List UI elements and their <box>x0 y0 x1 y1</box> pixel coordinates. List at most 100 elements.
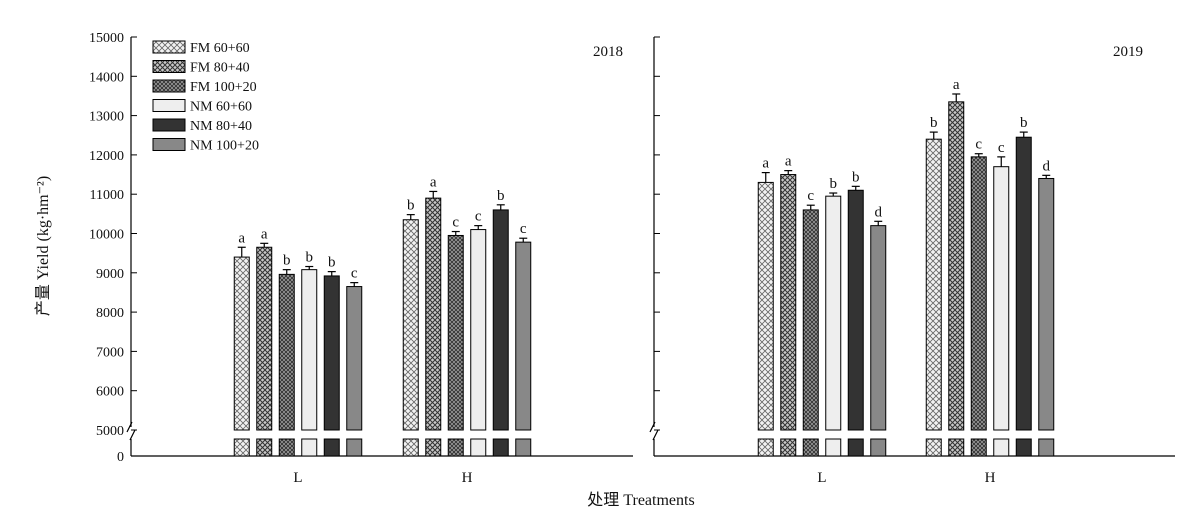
bar-base-segment <box>780 438 797 457</box>
category-label: H <box>462 470 473 486</box>
bar <box>233 256 250 431</box>
bar-base-segment <box>346 438 363 457</box>
y-tick-label: 12000 <box>89 149 124 164</box>
significance-letter: b <box>283 253 291 269</box>
bar <box>757 181 774 431</box>
x-axis-title: 处理 Treatments <box>587 491 694 509</box>
bar-base-segment <box>323 438 340 457</box>
legend-label: NM 80+40 <box>190 119 252 134</box>
bar-base-segment <box>948 438 965 457</box>
bar <box>1015 136 1032 431</box>
bar <box>948 101 965 431</box>
bar <box>278 273 295 431</box>
bar <box>925 138 942 431</box>
bar-base-segment <box>1015 438 1032 457</box>
bar <box>323 275 340 431</box>
bar <box>256 246 273 431</box>
legend-swatch <box>152 79 186 93</box>
bar-base-segment <box>470 438 487 457</box>
bar-base-segment <box>233 438 250 457</box>
y-tick-label: 8000 <box>96 306 124 321</box>
bar-base-segment <box>993 438 1010 457</box>
bar <box>492 209 509 431</box>
significance-letter: b <box>930 115 938 131</box>
bar-base-segment <box>301 438 318 457</box>
bar <box>1038 177 1055 431</box>
category-label: L <box>817 470 826 486</box>
significance-letter: c <box>998 140 1005 156</box>
significance-letter: a <box>430 174 437 190</box>
bar <box>870 225 887 431</box>
significance-letter: c <box>351 266 358 282</box>
y-tick-label: 6000 <box>96 385 124 400</box>
bar <box>847 189 864 431</box>
bar-base-segment <box>278 438 295 457</box>
significance-letter: a <box>785 154 792 170</box>
bar <box>346 286 363 431</box>
legend: FM 60+60 FM 80+40 FM 100+20 NM 60+60 NM 80+4… <box>152 40 259 154</box>
significance-letter: d <box>1043 158 1051 174</box>
bar <box>425 197 442 431</box>
y-tick-label: 14000 <box>89 70 124 85</box>
bar-base-segment <box>515 438 532 457</box>
significance-letter: a <box>261 226 268 242</box>
significance-letter: b <box>1020 115 1028 131</box>
legend-swatch <box>152 118 186 132</box>
significance-letter: d <box>875 204 883 220</box>
bar-base-segment <box>425 438 442 457</box>
bar <box>993 166 1010 431</box>
significance-letter: b <box>306 250 314 266</box>
bar-base-segment <box>847 438 864 457</box>
bar <box>447 234 464 431</box>
chart-panels: 0 5000 6000 7000 8000 9000 10000 11000 12000 1300… <box>89 31 1175 486</box>
significance-letter: b <box>852 169 860 185</box>
category-label: H <box>985 470 996 486</box>
significance-letter: a <box>238 230 245 246</box>
legend-label: FM 100+20 <box>190 80 257 95</box>
y-tick-label: 11000 <box>90 188 124 203</box>
bar-base-segment <box>870 438 887 457</box>
significance-letter: c <box>452 215 459 231</box>
significance-letter: c <box>975 137 982 153</box>
y-tick-label: 13000 <box>89 110 124 125</box>
significance-letter: b <box>328 255 336 271</box>
bar <box>825 195 842 431</box>
panel-year-label: 2018 <box>593 44 623 60</box>
bar-base-segment <box>925 438 942 457</box>
significance-letter: b <box>830 176 838 192</box>
bar-base-segment <box>757 438 774 457</box>
legend-swatch <box>152 40 186 54</box>
category-label: L <box>293 470 302 486</box>
bar <box>470 229 487 431</box>
legend-label: NM 60+60 <box>190 100 252 115</box>
bar-base-segment <box>825 438 842 457</box>
y-axis-title: 产量 Yield (kg·hm⁻²) <box>34 176 52 316</box>
significance-letter: c <box>807 188 814 204</box>
panel-2018: 0 5000 6000 7000 8000 9000 10000 11000 12000 1300… <box>89 31 633 486</box>
bar-base-segment <box>402 438 419 457</box>
bar <box>301 269 318 431</box>
legend-label: NM 100+20 <box>190 139 259 154</box>
axis-break-mark <box>649 421 659 441</box>
legend-swatch <box>152 60 186 73</box>
significance-letter: a <box>953 77 960 93</box>
significance-letter: c <box>475 209 482 225</box>
y-tick-label: 10000 <box>89 228 124 243</box>
bar <box>780 174 797 431</box>
bar-base-segment <box>1038 438 1055 457</box>
y-tick-label: 0 <box>117 450 124 465</box>
significance-letter: c <box>520 221 527 237</box>
significance-letter: a <box>762 156 769 172</box>
bar <box>970 156 987 431</box>
legend-swatch <box>152 138 186 151</box>
bar <box>402 219 419 431</box>
panel-year-label: 2019 <box>1113 44 1143 60</box>
significance-letter: b <box>497 188 505 204</box>
bar-base-segment <box>802 438 819 457</box>
y-tick-label: 15000 <box>89 31 124 46</box>
axis-break-mark <box>126 421 136 441</box>
legend-swatch <box>152 99 186 112</box>
y-tick-label: 9000 <box>96 267 124 282</box>
